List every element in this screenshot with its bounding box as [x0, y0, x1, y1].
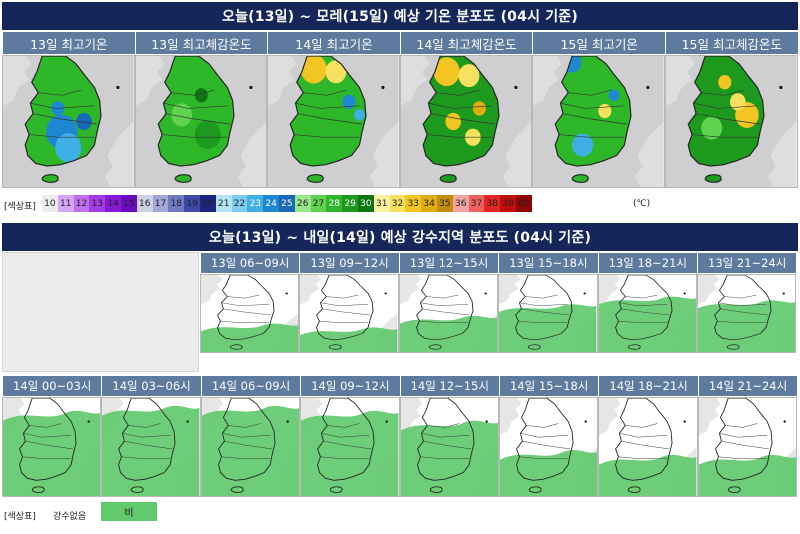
temp-map-panel: [267, 55, 400, 188]
rain-map-panel: [498, 274, 598, 353]
temp-panel-title: 13일 최고기온: [2, 32, 135, 54]
korea-map: [698, 398, 797, 496]
korea-map: [400, 56, 532, 187]
rain-panel-title: 14일 21~24시: [697, 376, 798, 396]
rain-panel-title: 13일 18~21시: [597, 253, 697, 273]
rain-panel-title: 14일 06~09시: [200, 376, 301, 396]
korea-map: [201, 398, 300, 496]
temp-panel-title: 14일 최고체감온도: [399, 32, 533, 54]
temp-scale-step: 19: [184, 195, 200, 212]
temp-scale-step: 23: [247, 195, 264, 212]
rain-panel-title: 13일 09~12시: [299, 253, 399, 273]
temp-scale-step: 25: [279, 195, 295, 212]
temp-scale-step: 39: [500, 195, 516, 212]
temp-scale-step: 24: [263, 195, 279, 212]
temp-scale-step: 20: [200, 195, 216, 212]
temp-scale-step: 26: [294, 195, 311, 212]
temp-scale-step: 13: [89, 195, 106, 212]
rain-legend-rain: 비: [101, 502, 157, 521]
temp-scale-step: 27: [310, 195, 327, 212]
temp-section-title: 오늘(13일) ~ 모레(15일) 예상 기온 분포도 (04시 기준): [2, 2, 798, 30]
korea-map: [698, 275, 796, 352]
temp-scale-step: 16: [136, 195, 153, 212]
temp-scale-step: 28: [326, 195, 343, 212]
rain-map-panel: [399, 397, 499, 497]
temp-panel-title: 15일 최고기온: [532, 32, 665, 54]
rain-empty-slot: [2, 252, 199, 372]
rain-panel-title: 13일 12~15시: [398, 253, 499, 273]
rain-panel-title: 13일 21~24시: [697, 253, 797, 273]
temp-map-panel: [399, 55, 533, 188]
temp-scale-step: 22: [231, 195, 248, 212]
temp-scale-step: 37: [468, 195, 485, 212]
rain-section-title: 오늘(13일) ~ 내일(14일) 예상 강수지역 분포도 (04시 기준): [2, 223, 798, 251]
temp-map-panel: [2, 55, 135, 188]
temp-scale-step: 18: [168, 195, 185, 212]
korea-map: [500, 398, 598, 496]
temp-scale-step: 29: [342, 195, 358, 212]
temp-scale-step: 11: [57, 195, 74, 212]
korea-map: [533, 56, 664, 187]
rain-map-panel: [300, 397, 400, 497]
temp-map-panel: [665, 55, 798, 188]
temp-map-panel: [134, 55, 268, 188]
korea-map: [301, 398, 399, 496]
rain-panel-title: 14일 00~03시: [2, 376, 102, 396]
rain-map-panel: [697, 274, 797, 353]
rain-map-panel: [697, 397, 798, 497]
korea-map: [3, 398, 101, 496]
korea-map: [268, 56, 399, 187]
korea-map: [666, 56, 797, 187]
rain-map-panel: [101, 397, 201, 497]
temp-panel-title: 15일 최고체감온도: [665, 32, 798, 54]
rain-map-panel: [2, 397, 102, 497]
temp-scale-step: 31: [373, 195, 390, 212]
temp-panel-title: 13일 최고체감온도: [134, 32, 268, 54]
rain-panel-title: 14일 03~06시: [101, 376, 201, 396]
temp-scale-step: 35: [437, 195, 453, 212]
rain-panel-title: 14일 18~21시: [598, 376, 698, 396]
rain-panel-title: 14일 15~18시: [499, 376, 599, 396]
temp-scale-step: 12: [73, 195, 90, 212]
korea-map: [3, 56, 134, 187]
korea-map: [399, 275, 498, 352]
temp-panel-title: 14일 최고기온: [267, 32, 400, 54]
rain-panel-title: 13일 15~18시: [498, 253, 598, 273]
temp-scale-step: 36: [452, 195, 469, 212]
rain-panel-title: 14일 12~15시: [399, 376, 499, 396]
temp-scale-step: 15: [121, 195, 137, 212]
korea-map: [135, 56, 267, 187]
korea-map: [300, 275, 398, 352]
rain-legend-none: 강수없음: [53, 512, 87, 522]
temp-scale-step: 38: [484, 195, 501, 212]
temp-scale-step: 30: [358, 195, 374, 212]
temp-scale-step: 33: [405, 195, 422, 212]
temp-scale-step: 34: [421, 195, 437, 212]
temp-scale-step: 17: [152, 195, 169, 212]
rain-map-panel: [299, 274, 399, 353]
rain-map-panel: [200, 274, 300, 353]
temp-scale-step: 40: [516, 195, 532, 212]
korea-map: [400, 398, 498, 496]
rain-map-panel: [597, 274, 697, 353]
rain-panel-title: 13일 06~09시: [200, 253, 300, 273]
temp-scale-step: 14: [105, 195, 121, 212]
rain-map-panel: [499, 397, 599, 497]
korea-map: [499, 275, 597, 352]
temp-legend-label: [색상표]: [4, 202, 36, 212]
temp-scale-step: 21: [215, 195, 232, 212]
temp-scale-step: 32: [389, 195, 406, 212]
rain-map-panel: [200, 397, 301, 497]
rain-panel-title: 14일 09~12시: [300, 376, 400, 396]
korea-map: [599, 398, 697, 496]
korea-map: [598, 275, 696, 352]
temp-map-panel: [532, 55, 665, 188]
rain-legend-label: [색상표]: [4, 512, 36, 522]
temp-scale-step: 10: [42, 195, 58, 212]
korea-map: [201, 275, 299, 352]
rain-map-panel: [598, 397, 698, 497]
korea-map: [102, 398, 200, 496]
temp-legend-unit: (℃): [633, 199, 651, 209]
rain-map-panel: [398, 274, 499, 353]
